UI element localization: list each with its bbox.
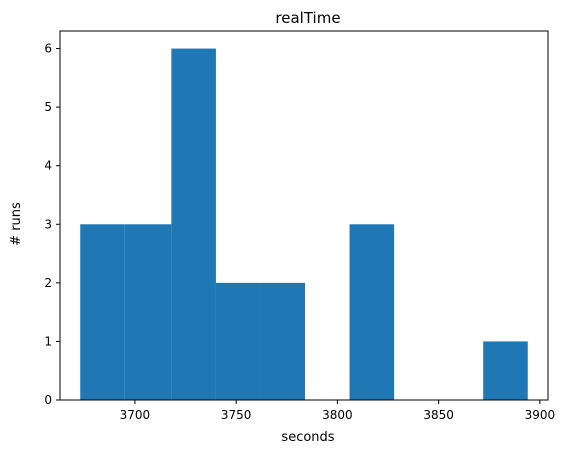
histogram-bar-6	[349, 224, 395, 400]
histogram-bar-9	[483, 341, 528, 400]
x-axis-label: seconds	[281, 430, 334, 445]
x-tick-label-0: 3700	[120, 408, 151, 422]
x-tick-label-3: 3850	[423, 408, 454, 422]
y-tick-label-5: 5	[44, 100, 52, 114]
plot-frame	[59, 30, 549, 401]
x-tick-label-2: 3800	[322, 408, 353, 422]
plot-area: 3700 3750 3800 3850 3900 0 1 2 3 4 5 6	[44, 30, 556, 422]
y-tick-label-4: 4	[44, 159, 52, 173]
histogram-bar-1	[124, 224, 172, 400]
histogram-bar-4	[260, 282, 306, 400]
x-tick-label-1: 3750	[221, 408, 252, 422]
y-axis-label: # runs	[9, 202, 24, 246]
histogram-bar-2	[171, 48, 216, 400]
y-tick-label-2: 2	[44, 276, 52, 290]
y-tick-label-0: 0	[44, 393, 52, 407]
y-tick-label-1: 1	[44, 334, 52, 348]
histogram-bar-0	[80, 224, 125, 400]
histogram-bar-3	[215, 282, 261, 400]
chart-title: realTime	[275, 9, 340, 27]
y-tick-label-6: 6	[44, 42, 52, 56]
y-tick-label-3: 3	[44, 217, 52, 231]
x-tick-label-4: 3900	[525, 408, 556, 422]
